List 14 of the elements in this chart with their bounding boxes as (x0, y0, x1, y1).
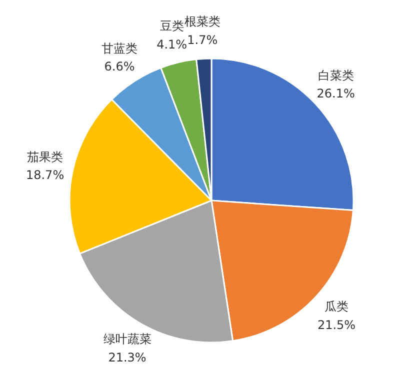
slice-label: 瓜类 (324, 300, 349, 314)
slice-label: 豆类 (160, 19, 184, 34)
slice-label: 根菜类 (184, 14, 220, 29)
slice-label: 绿叶蔬菜 (103, 332, 152, 346)
data-label: 4.1% (156, 37, 188, 52)
data-label: 21.3% (108, 350, 146, 364)
slice-label: 茄果类 (27, 150, 64, 164)
slice-label: 甘蓝类 (102, 41, 138, 56)
data-label: 21.5% (317, 318, 356, 332)
data-label: 26.1% (316, 86, 355, 101)
slice-label: 白菜类 (318, 68, 354, 82)
data-label: 18.7% (26, 168, 64, 182)
data-label: 6.6% (104, 60, 135, 74)
data-label: 1.7% (187, 32, 218, 47)
